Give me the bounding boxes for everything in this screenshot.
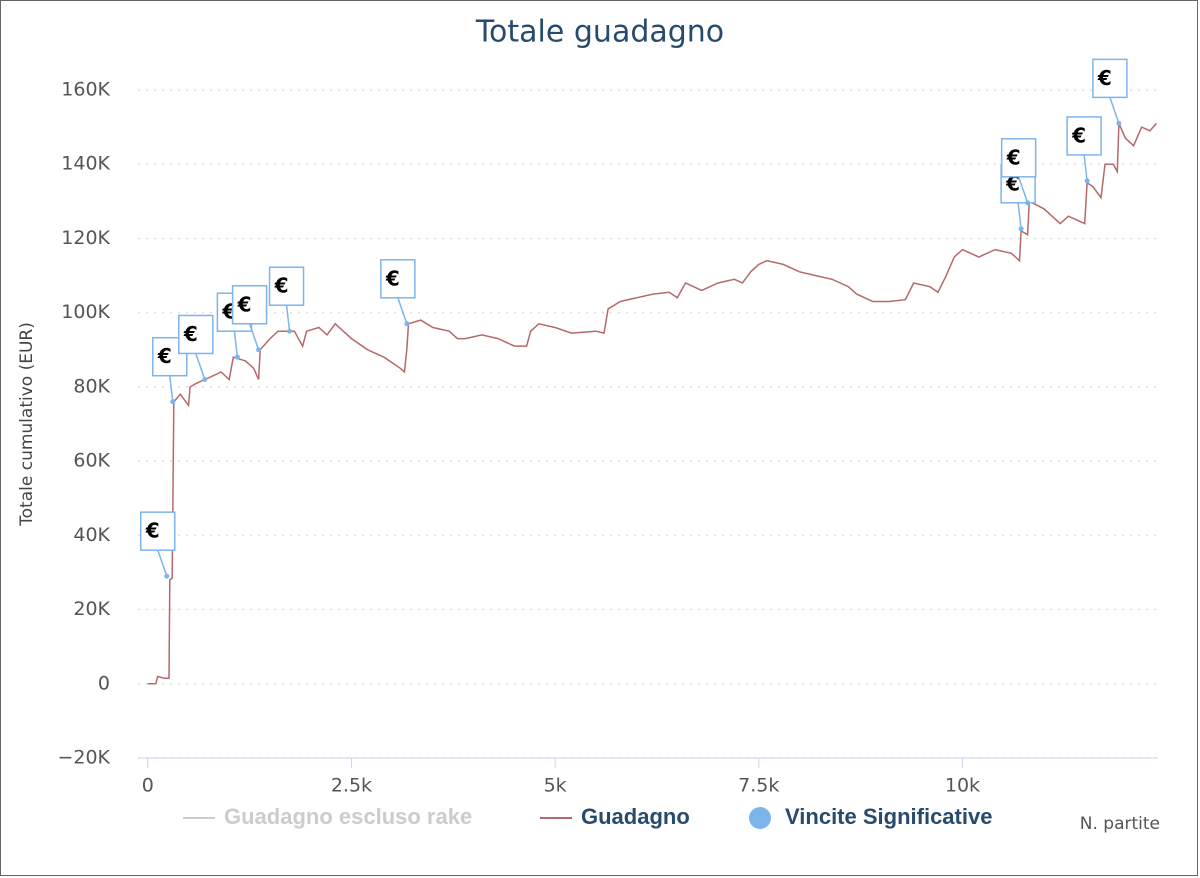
y-tick-label: 80K bbox=[73, 375, 110, 397]
flag-box bbox=[1000, 138, 1037, 178]
flag-box bbox=[268, 266, 305, 306]
flag-connector bbox=[195, 353, 206, 380]
legend-symbol bbox=[749, 807, 771, 829]
x-tick-label: 5k bbox=[544, 775, 567, 797]
data-point bbox=[1116, 120, 1122, 126]
legend-label: Vincite Significative bbox=[785, 804, 992, 829]
x-tick-label: 2.5k bbox=[331, 775, 372, 797]
data-point bbox=[256, 347, 262, 353]
y-tick-label: 20K bbox=[73, 598, 110, 620]
data-point bbox=[202, 376, 208, 382]
flag-connector bbox=[169, 375, 174, 402]
legend-item: Guadagno bbox=[540, 804, 690, 829]
flag-box bbox=[1092, 58, 1128, 99]
flag-connector bbox=[233, 331, 239, 358]
x-tick-label: 0 bbox=[142, 775, 154, 797]
flag-connector bbox=[1109, 97, 1120, 124]
y-tick-label: 100K bbox=[61, 301, 110, 323]
flag-box bbox=[140, 511, 176, 551]
y-tick-label: 40K bbox=[73, 524, 110, 546]
series-line bbox=[147, 122, 1157, 685]
flag-box bbox=[380, 259, 416, 299]
y-tick-label: 160K bbox=[61, 79, 110, 101]
flag-connector bbox=[1083, 154, 1088, 182]
flag-label: € bbox=[237, 292, 252, 316]
x-tick-label: 7.5k bbox=[738, 775, 779, 797]
y-tick-label: 0 bbox=[98, 672, 110, 694]
data-point bbox=[170, 399, 176, 405]
flag-box bbox=[231, 285, 268, 325]
data-point bbox=[164, 573, 170, 579]
flag-connector bbox=[1017, 176, 1029, 204]
flag-label: € bbox=[385, 266, 400, 290]
y-tick-label: −20K bbox=[57, 747, 110, 769]
flag-box bbox=[152, 336, 188, 377]
y-tick-label: 120K bbox=[61, 227, 110, 249]
flag-connector bbox=[1017, 202, 1022, 229]
data-point bbox=[1018, 226, 1024, 232]
data-point bbox=[287, 328, 293, 334]
flag-box bbox=[178, 314, 214, 355]
data-point bbox=[234, 354, 240, 360]
data-point bbox=[404, 321, 410, 327]
legend-item: Guadagno escluso rake bbox=[183, 804, 472, 829]
x-axis-label: N. partite bbox=[1080, 814, 1160, 834]
legend-label: Guadagno escluso rake bbox=[224, 804, 472, 829]
legend-label: Guadagno bbox=[581, 804, 690, 829]
y-tick-label: 60K bbox=[73, 450, 110, 472]
flag-label: € bbox=[1097, 66, 1112, 90]
flag-connector bbox=[285, 305, 291, 332]
flag-connector bbox=[157, 549, 168, 577]
y-tick-label: 140K bbox=[61, 153, 110, 175]
flag-label: € bbox=[1006, 145, 1021, 169]
flag-connector bbox=[248, 323, 260, 351]
flag-label: € bbox=[145, 519, 160, 543]
flag-box bbox=[1066, 116, 1102, 156]
flag-label: € bbox=[183, 322, 198, 346]
x-tick-label: 10k bbox=[945, 775, 980, 797]
flag-label: € bbox=[157, 344, 172, 368]
data-point bbox=[1025, 200, 1031, 206]
data-point bbox=[1084, 178, 1090, 184]
flag-label: € bbox=[274, 274, 289, 298]
chart-title: Totale guadagno bbox=[475, 15, 724, 50]
legend-item: Vincite Significative bbox=[749, 804, 992, 829]
flag-label: € bbox=[1071, 123, 1086, 147]
y-axis-label: Totale cumulativo (EUR) bbox=[17, 322, 37, 527]
flag-connector bbox=[397, 297, 408, 325]
